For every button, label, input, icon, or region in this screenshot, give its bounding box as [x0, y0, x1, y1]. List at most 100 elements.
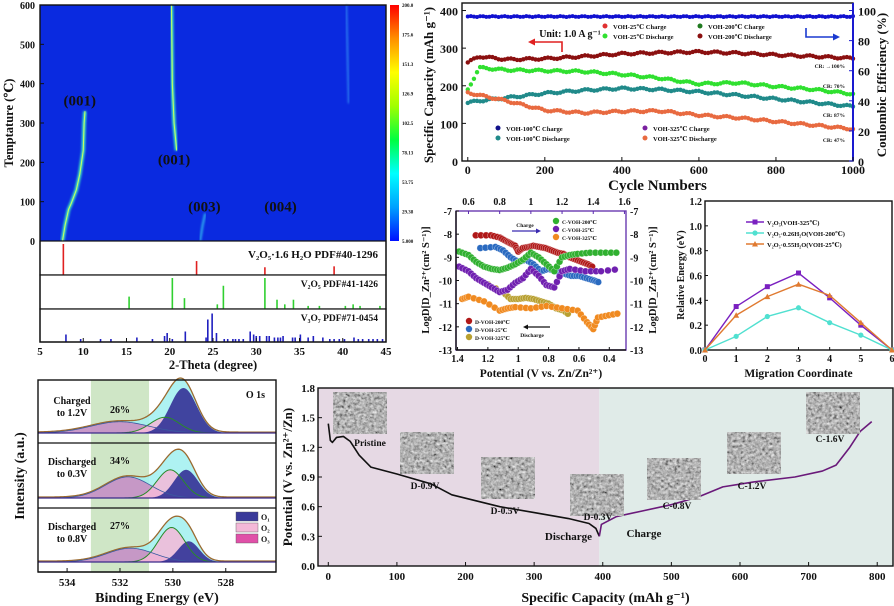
- x-tick-label: 45: [381, 346, 393, 358]
- x-tick-label: 1: [516, 354, 521, 365]
- sem-label: C-1.2V: [738, 482, 767, 492]
- ce-marker: [542, 14, 547, 19]
- x-tick-label: 800: [869, 571, 886, 583]
- ce-marker: [561, 14, 566, 19]
- energy-marker: [764, 284, 770, 290]
- ce-marker: [675, 14, 680, 19]
- capacity-marker: [712, 49, 717, 54]
- x-tick-label: 528: [218, 577, 235, 589]
- y-tick-label: 0.0: [301, 561, 315, 573]
- x2-tick-label: 0.6: [462, 197, 475, 208]
- y-tick-label: 1.5: [301, 413, 315, 425]
- peak-annotation: (003): [188, 200, 221, 216]
- ce-marker: [810, 14, 815, 19]
- x-axis-label: 2-Theta (degree): [169, 358, 257, 372]
- ce-marker: [598, 14, 603, 19]
- legend-label: VOH-325℃ Charge: [653, 125, 710, 133]
- legend-swatch: [235, 511, 259, 522]
- ce-marker: [699, 14, 704, 19]
- x-tick-label: 0: [703, 354, 708, 365]
- legend-marker: [642, 125, 648, 131]
- energy-marker: [795, 281, 802, 287]
- xps-frame: [37, 379, 277, 573]
- ce-marker: [786, 14, 791, 19]
- ce-marker: [653, 14, 658, 19]
- ce-marker: [684, 14, 689, 19]
- y-axis-label: Intensity (a.u.): [13, 432, 28, 520]
- y-tick-label: 400: [20, 80, 35, 91]
- current-density-label: Unit: 1.0 A g⁻¹: [539, 29, 601, 40]
- x-tick-label: 800: [767, 163, 785, 177]
- diffusion-marker: [613, 310, 621, 318]
- ce-marker: [502, 14, 507, 19]
- ce-marker: [616, 14, 621, 19]
- diffusion-marker: [485, 300, 493, 309]
- capacity-marker: [770, 119, 776, 125]
- x-axis-label: Binding Energy (eV): [95, 591, 219, 606]
- ce-marker: [749, 14, 754, 19]
- y-tick-label: -11: [439, 300, 452, 311]
- x-tick-label: 2: [765, 354, 770, 365]
- y-axis-label: Temptature (℃): [2, 79, 16, 168]
- capacity-marker: [656, 49, 662, 55]
- ce-marker: [468, 14, 473, 19]
- sem-image: [400, 432, 454, 474]
- x-tick-label: 400: [613, 163, 631, 177]
- left-axis-arrow: [533, 41, 563, 52]
- capacity-marker: [758, 82, 763, 87]
- y-axis-label: Relative Energy (eV): [676, 230, 687, 319]
- legend-label: V₂O₅·0.26H₂O(VOH-200℃): [767, 230, 845, 238]
- ce-marker: [826, 14, 831, 19]
- x2-tick-label: 1.4: [587, 197, 600, 208]
- capacity-marker: [844, 92, 850, 97]
- ce-marker: [610, 14, 615, 19]
- ce-marker: [773, 14, 778, 19]
- ce-marker: [715, 14, 720, 19]
- ce-marker: [570, 14, 575, 19]
- capacity-marker: [826, 89, 831, 95]
- x-tick-label: 40: [337, 346, 349, 358]
- x-tick-label: 4: [827, 354, 832, 365]
- colorbar-tick-label: 29.38: [402, 211, 414, 216]
- ce-marker: [496, 14, 501, 19]
- energy-marker: [764, 313, 770, 320]
- ce-marker: [545, 14, 550, 19]
- discharge-arrow-label: Discharge: [520, 333, 544, 339]
- capacity-marker: [514, 94, 520, 100]
- capacity-marker: [471, 98, 477, 103]
- xps-title: O 1s: [246, 390, 265, 401]
- y-tick-label: 0.6: [690, 272, 703, 283]
- legend-label: C-VOH-325℃: [562, 235, 597, 242]
- legend-label: C-VOH-200℃: [562, 219, 597, 226]
- ce-marker: [579, 14, 584, 19]
- spectrum-label: to 0.8V: [57, 534, 88, 545]
- colorbar-tick-label: 102.5: [402, 122, 414, 127]
- capacity-marker: [533, 105, 538, 110]
- ce-marker: [727, 14, 732, 19]
- diffusion-marker: [480, 297, 488, 305]
- capacity-marker: [619, 109, 625, 115]
- y-tick-label: 0.3: [301, 531, 315, 543]
- colorbar-tick-label: 200.0: [402, 4, 414, 9]
- x-axis-label: Migration Coordinate: [744, 368, 852, 380]
- reference-pattern-label: V₃O₇ PDF#71-0454: [301, 314, 378, 324]
- ce-marker: [755, 14, 760, 19]
- x-tick-label: 30: [251, 346, 263, 358]
- y-tick-label: 600: [20, 1, 35, 12]
- legend-label: VOH-200℃ Charge: [708, 23, 765, 31]
- ce-marker: [512, 14, 517, 19]
- ce-marker: [641, 14, 646, 19]
- energy-marker: [702, 347, 708, 353]
- x-tick-label: 6: [890, 354, 894, 365]
- diffusion-marker: [597, 267, 605, 275]
- capacity-marker: [712, 81, 717, 87]
- envelope-line: [37, 515, 276, 562]
- ce-marker: [718, 14, 723, 19]
- ce-marker: [792, 14, 797, 19]
- ce-marker: [807, 14, 812, 19]
- capacity-marker: [527, 91, 532, 97]
- x-tick-label: 3: [796, 354, 801, 365]
- legend-marker: [465, 333, 473, 341]
